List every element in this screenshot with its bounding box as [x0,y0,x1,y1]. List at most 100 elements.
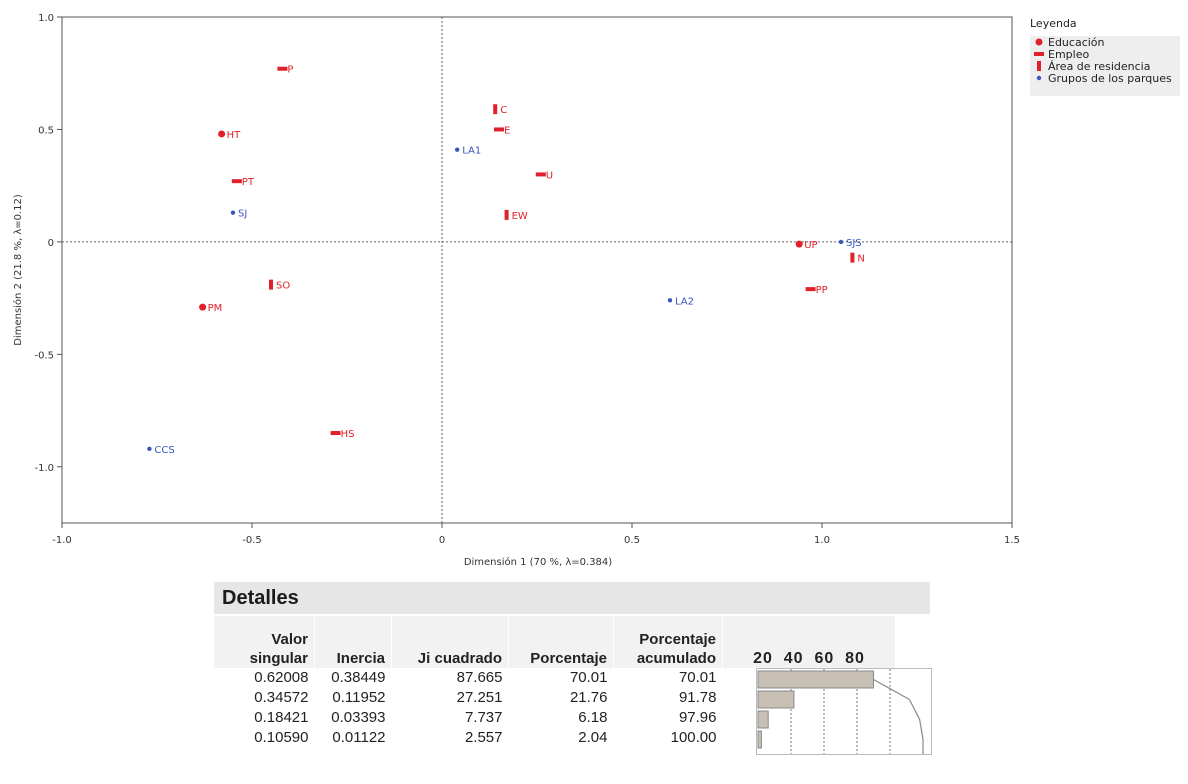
legend-marker-1 [1034,52,1044,56]
data-point-so [269,279,273,290]
point-label-sj: SJ [238,209,247,220]
legend-item-label: Área de residencia [1048,60,1150,73]
cell-inercia: 0.11952 [332,689,386,706]
pct-bar [757,670,875,689]
cell-acumulado: 70.01 [678,669,717,686]
point-label-pm: PM [208,303,223,314]
cell-valor-singular: 0.62008 [254,669,309,686]
details-header-row: Valor singular Inercia Ji cuadrado Porcen… [214,616,896,668]
point-label-c: C [500,105,507,116]
legend-background [1030,36,1180,96]
data-point-hs [330,431,341,436]
data-point-sjs [838,239,844,245]
cell-valor-singular: 0.10590 [254,729,309,746]
header-acumulado: Porcentaje acumulado [613,616,723,668]
header-porcentaje: Porcentaje [508,616,614,668]
pct-bar [757,690,795,709]
data-point-ht [218,130,226,138]
axis-ticks: -1.0 -0.5 0 0.5 1.0 1.5 1.0 0.5 0 -0.5 -1.0 [34,13,1019,546]
header-bar-scale: 20 40 60 80 [722,616,896,668]
correspondence-plot: -1.0 -0.5 0 0.5 1.0 1.5 1.0 0.5 0 -0.5 -1.0 P HT PT S… [12,13,1180,568]
point-label-n: N [857,254,864,265]
legend-marker-3 [1036,75,1042,81]
data-point-pp [805,287,816,292]
cell-porcentaje: 70.01 [569,669,608,686]
x-axis-label: Dimensión 1 (70 %, λ=0.384) [464,556,612,568]
legend-title: Leyenda [1030,17,1077,30]
plot-frame [61,16,1013,524]
cell-valor-singular: 0.18421 [254,709,309,726]
point-label-ew: EW [512,211,528,222]
x-tick-label: 0 [439,535,445,546]
data-point-sj [230,210,236,215]
y-axis-label: Dimensión 2 (21.8 %, λ=0.12) [12,194,24,346]
cell-porcentaje: 2.04 [578,729,608,746]
cell-ji-cuadrado: 87.665 [456,669,503,686]
y-tick-label: 1.0 [38,13,54,24]
point-label-up: UP [804,240,817,251]
table-row: 0.18421 0.03393 7.737 6.18 97.96 [214,708,896,728]
point-label-hs: HS [341,429,355,440]
details-table: Valor singular Inercia Ji cuadrado Porcen… [214,616,896,748]
table-row: 0.34572 0.11952 27.251 21.76 91.78 [214,688,896,708]
percentage-bar-chart [756,668,932,755]
data-point-e [494,127,504,132]
x-tick-label: 1.5 [1004,535,1020,546]
legend-marker-2 [1037,61,1041,71]
bar-tick-60: 60 [814,650,835,667]
point-label-sjs: SJS [846,238,862,249]
data-point-la2 [667,298,673,303]
bar-tick-80: 80 [845,650,865,667]
cell-porcentaje: 21.76 [569,689,608,706]
details-panel: Detalles Valor singular Inercia Ji cuadra… [214,582,932,782]
point-label-ccs: CCS [154,445,174,456]
cell-porcentaje: 6.18 [578,709,608,726]
bar-tick-40: 40 [783,650,804,667]
x-tick-label: 1.0 [814,535,830,546]
data-point-c [493,104,498,115]
legend-item-label: Educación [1048,36,1105,49]
cell-ji-cuadrado: 27.251 [456,689,503,706]
data-point-pt [231,179,242,184]
data-points: P HT PT SJ SO PM HS CCS CE LA1 U EW UP SJS N PP LA2 [147,65,865,456]
y-tick-label: 0 [48,238,54,249]
plot-area [61,16,1013,524]
x-tick-label: -0.5 [242,535,262,546]
y-tick-label: 0.5 [38,125,54,136]
x-tick-label: -1.0 [52,535,72,546]
header-ji-cuadrado: Ji cuadrado [391,616,509,668]
cell-inercia: 0.38449 [331,669,386,686]
y-tick-label: -1.0 [34,463,54,474]
data-point-up [795,240,803,248]
point-label-ht: HT [227,130,242,141]
legend-marker-0 [1035,38,1043,46]
cell-acumulado: 100.00 [670,729,717,746]
table-row: 0.62008 0.38449 87.665 70.01 70.01 [214,668,896,688]
point-label-e: E [504,125,510,136]
cell-inercia: 0.01122 [332,729,386,746]
data-point-u [535,172,546,177]
header-inercia: Inercia [314,616,392,668]
table-row: 0.10590 0.01122 2.557 2.04 100.00 [214,728,896,748]
pct-bar [757,710,769,729]
point-label-la1: LA1 [462,146,481,157]
legend-item-label: Empleo [1048,48,1089,61]
data-point-la1 [455,147,460,152]
cell-ji-cuadrado: 7.737 [464,709,503,726]
details-title: Detalles [214,582,930,614]
x-tick-label: 0.5 [624,535,640,546]
cell-ji-cuadrado: 2.557 [464,729,503,746]
cell-acumulado: 97.96 [678,709,717,726]
data-point-ccs [147,446,152,451]
y-tick-label: -0.5 [34,350,54,361]
cell-inercia: 0.03393 [331,709,386,726]
legend-item-label: Grupos de los parques [1048,72,1172,85]
pct-bar [757,730,762,749]
point-label-so: SO [276,281,290,292]
point-label-u: U [546,170,553,181]
cumulative-line [873,678,924,754]
bar-tick-20: 20 [753,650,773,667]
data-point-n [850,252,855,263]
point-label-la2: LA2 [675,296,694,307]
